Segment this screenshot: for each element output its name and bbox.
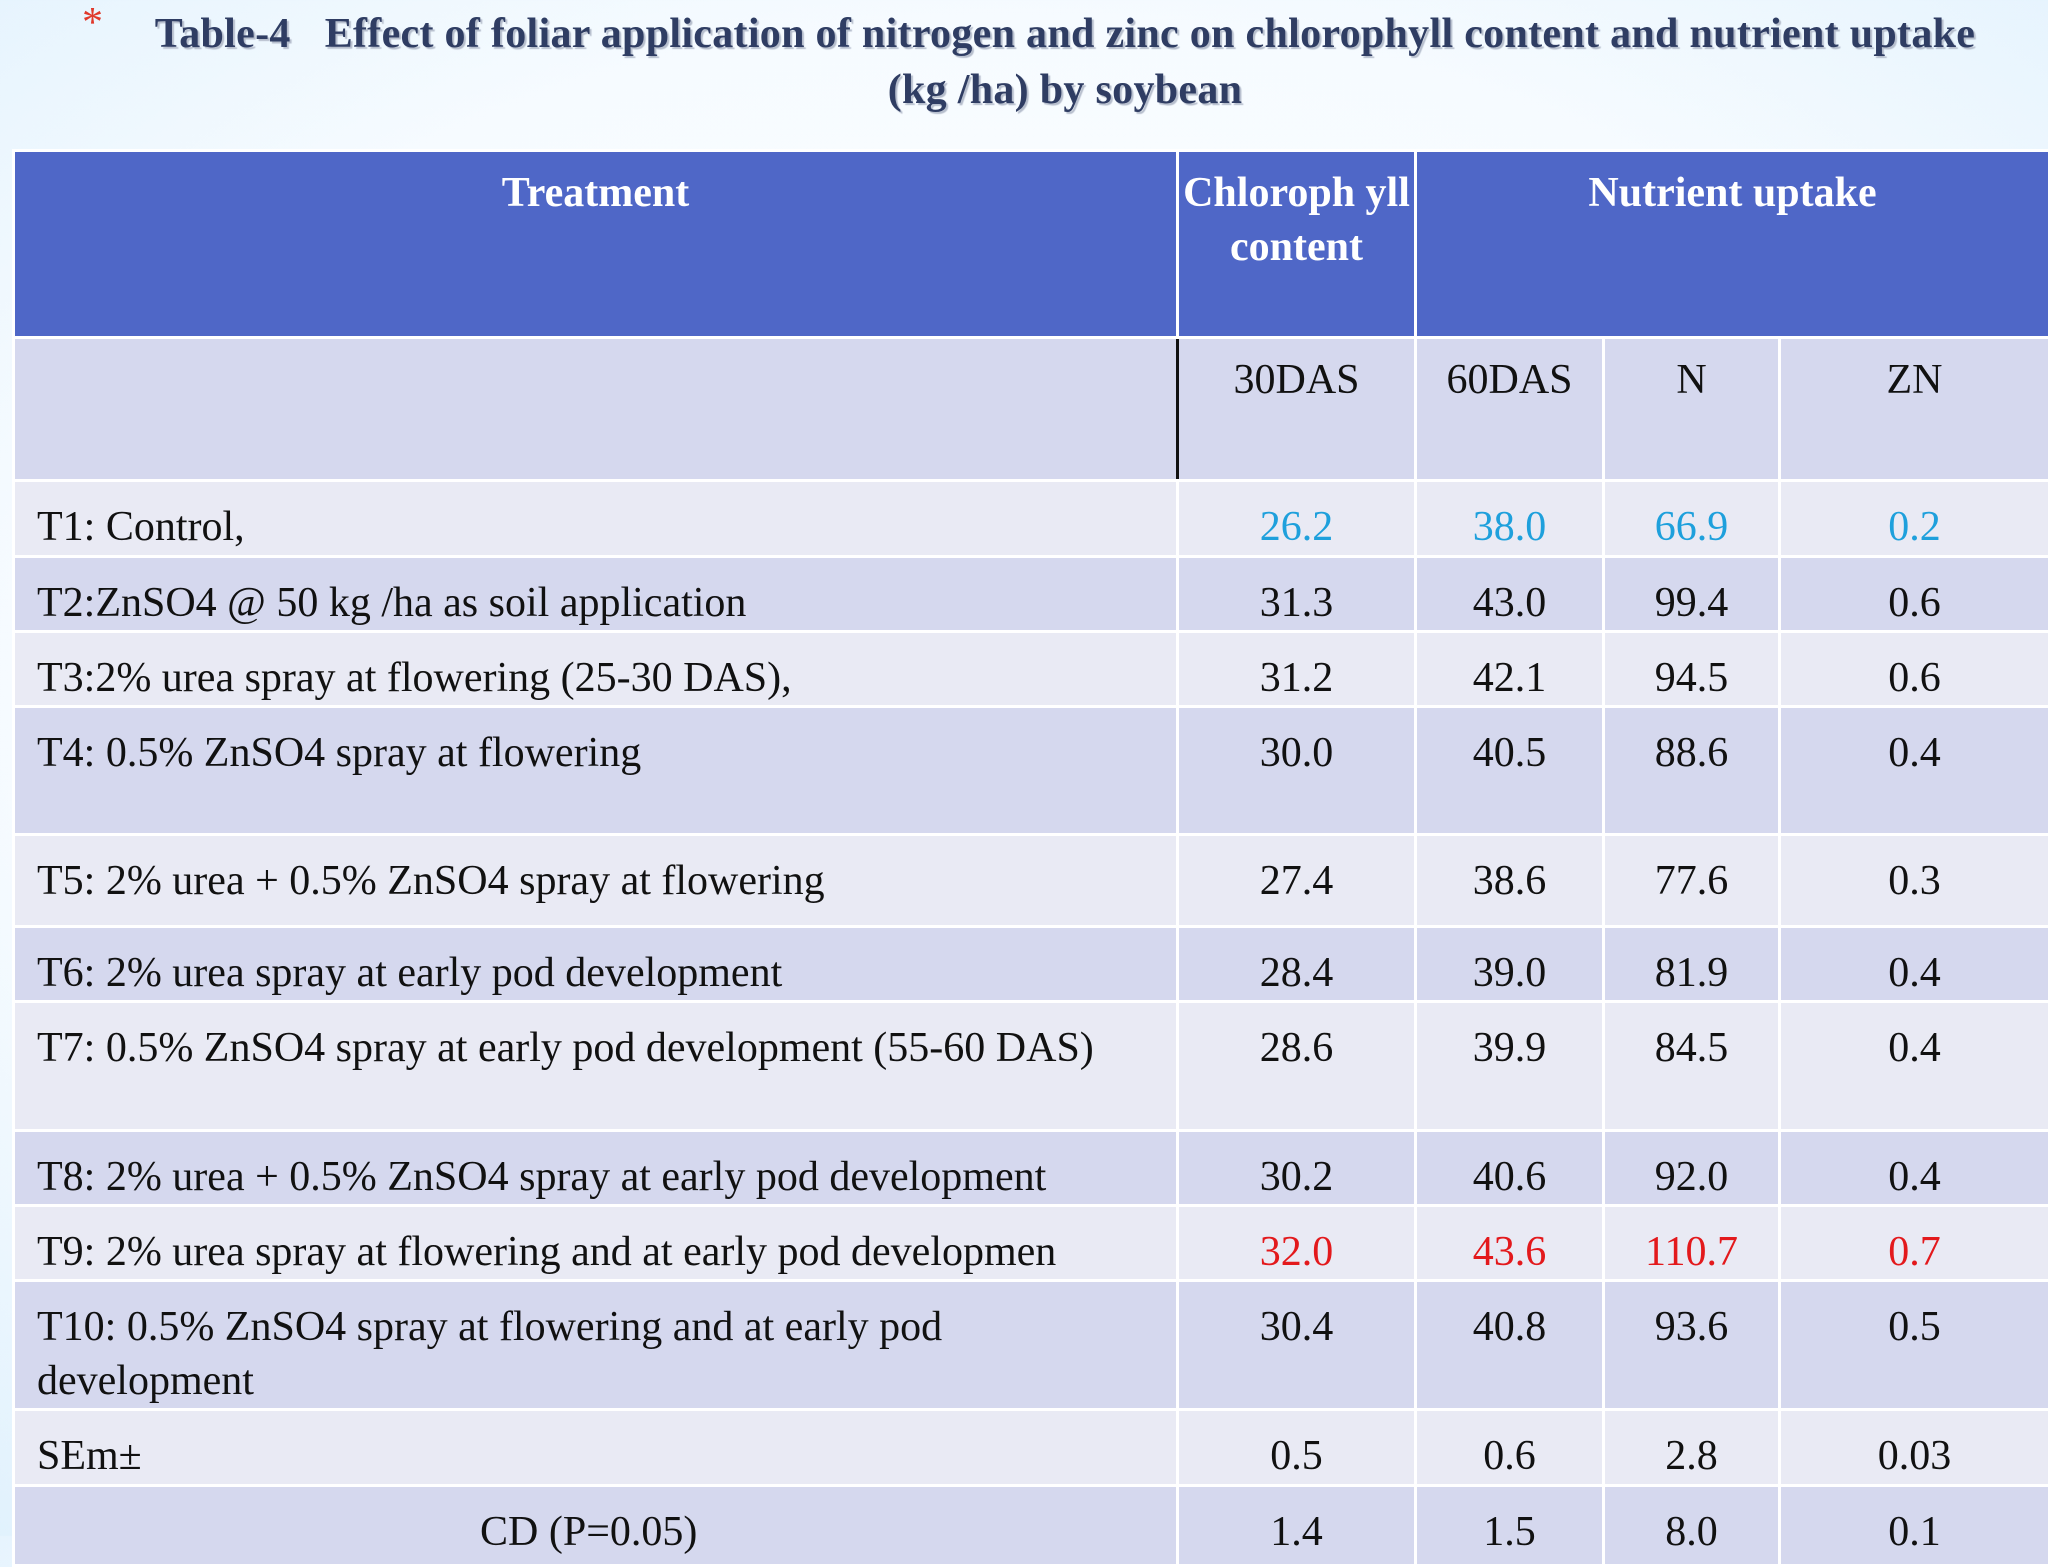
value-cell: 0.3 bbox=[1780, 835, 2048, 927]
value-cell: 38.0 bbox=[1416, 481, 1604, 557]
value-cell: 42.1 bbox=[1416, 632, 1604, 707]
subheader-30das: 30DAS bbox=[1178, 338, 1416, 481]
header-row: Treatment Chloroph yll content Nutrient … bbox=[14, 151, 2048, 338]
value-cell: 43.0 bbox=[1416, 557, 1604, 632]
value-cell: 92.0 bbox=[1604, 1131, 1780, 1206]
table-row: T3:2% urea spray at flowering (25-30 DAS… bbox=[14, 632, 2048, 707]
table-row: T1: Control, 26.2 38.0 66.9 0.2 bbox=[14, 481, 2048, 557]
value-cell: 0.03 bbox=[1780, 1410, 2048, 1486]
value-cell: 0.6 bbox=[1416, 1410, 1604, 1486]
subheader-blank-cell bbox=[14, 338, 1178, 481]
table-row: T5: 2% urea + 0.5% ZnSO4 spray at flower… bbox=[14, 835, 2048, 927]
treatment-cell: T4: 0.5% ZnSO4 spray at flowering bbox=[14, 707, 1178, 835]
table-row: T9: 2% urea spray at flowering and at ea… bbox=[14, 1206, 2048, 1281]
value-cell: 0.6 bbox=[1780, 557, 2048, 632]
title-bullet-asterisk: * bbox=[82, 2, 103, 44]
value-cell: 0.4 bbox=[1780, 1002, 2048, 1131]
value-cell: 27.4 bbox=[1178, 835, 1416, 927]
value-cell: 40.8 bbox=[1416, 1281, 1604, 1410]
value-cell: 99.4 bbox=[1604, 557, 1780, 632]
value-cell: 81.9 bbox=[1604, 927, 1780, 1002]
treatment-header: Treatment bbox=[14, 151, 1178, 338]
treatment-cell: T8: 2% urea + 0.5% ZnSO4 spray at early … bbox=[14, 1131, 1178, 1206]
value-cell: 0.4 bbox=[1780, 1131, 2048, 1206]
value-cell: 32.0 bbox=[1178, 1206, 1416, 1281]
treatment-cell: T10: 0.5% ZnSO4 spray at flowering and a… bbox=[14, 1281, 1178, 1410]
value-cell: 0.6 bbox=[1780, 632, 2048, 707]
value-cell: 28.6 bbox=[1178, 1002, 1416, 1131]
value-cell: 38.6 bbox=[1416, 835, 1604, 927]
table-row: T2:ZnSO4 @ 50 kg /ha as soil application… bbox=[14, 557, 2048, 632]
table-row: T7: 0.5% ZnSO4 spray at early pod develo… bbox=[14, 1002, 2048, 1131]
table-row: T10: 0.5% ZnSO4 spray at flowering and a… bbox=[14, 1281, 2048, 1410]
value-cell: 31.3 bbox=[1178, 557, 1416, 632]
value-cell: 40.5 bbox=[1416, 707, 1604, 835]
treatment-cell: T6: 2% urea spray at early pod developme… bbox=[14, 927, 1178, 1002]
chlorophyll-header: Chloroph yll content bbox=[1178, 151, 1416, 338]
table-title-text: Effect of foliar application of nitrogen… bbox=[325, 11, 1976, 113]
subheader-60das: 60DAS bbox=[1416, 338, 1604, 481]
value-cell: 30.4 bbox=[1178, 1281, 1416, 1410]
value-cell: 28.4 bbox=[1178, 927, 1416, 1002]
value-cell: 39.0 bbox=[1416, 927, 1604, 1002]
treatment-cell: T9: 2% urea spray at flowering and at ea… bbox=[14, 1206, 1178, 1281]
table-row: CD (P=0.05) 1.4 1.5 8.0 0.1 bbox=[14, 1486, 2048, 1566]
value-cell: 0.4 bbox=[1780, 927, 2048, 1002]
value-cell: 0.2 bbox=[1780, 481, 2048, 557]
value-cell: 0.7 bbox=[1780, 1206, 2048, 1281]
value-cell: 0.5 bbox=[1178, 1410, 1416, 1486]
treatment-cell: T1: Control, bbox=[14, 481, 1178, 557]
slide-title: Table-4 Effect of foliar application of n… bbox=[150, 6, 1980, 118]
treatment-cell: T7: 0.5% ZnSO4 spray at early pod develo… bbox=[14, 1002, 1178, 1131]
value-cell: 0.1 bbox=[1780, 1486, 2048, 1566]
value-cell: 77.6 bbox=[1604, 835, 1780, 927]
value-cell: 93.6 bbox=[1604, 1281, 1780, 1410]
value-cell: 0.5 bbox=[1780, 1281, 2048, 1410]
value-cell: 66.9 bbox=[1604, 481, 1780, 557]
value-cell: 31.2 bbox=[1178, 632, 1416, 707]
value-cell: 0.4 bbox=[1780, 707, 2048, 835]
treatment-cell: SEm± bbox=[14, 1410, 1178, 1486]
subheader-zn: ZN bbox=[1780, 338, 2048, 481]
value-cell: 94.5 bbox=[1604, 632, 1780, 707]
value-cell: 26.2 bbox=[1178, 481, 1416, 557]
value-cell: 39.9 bbox=[1416, 1002, 1604, 1131]
value-cell: 88.6 bbox=[1604, 707, 1780, 835]
value-cell: 40.6 bbox=[1416, 1131, 1604, 1206]
table-row: T8: 2% urea + 0.5% ZnSO4 spray at early … bbox=[14, 1131, 2048, 1206]
value-cell: 30.0 bbox=[1178, 707, 1416, 835]
value-cell: 8.0 bbox=[1604, 1486, 1780, 1566]
treatment-cell: T5: 2% urea + 0.5% ZnSO4 spray at flower… bbox=[14, 835, 1178, 927]
treatment-cell: CD (P=0.05) bbox=[14, 1486, 1178, 1566]
table-row: T6: 2% urea spray at early pod developme… bbox=[14, 927, 2048, 1002]
value-cell: 110.7 bbox=[1604, 1206, 1780, 1281]
subheader-row: 30DAS 60DAS N ZN bbox=[14, 338, 2048, 481]
treatment-cell: T3:2% urea spray at flowering (25-30 DAS… bbox=[14, 632, 1178, 707]
value-cell: 2.8 bbox=[1604, 1410, 1780, 1486]
value-cell: 1.5 bbox=[1416, 1486, 1604, 1566]
value-cell: 84.5 bbox=[1604, 1002, 1780, 1131]
table-number: Table-4 bbox=[155, 11, 291, 57]
value-cell: 1.4 bbox=[1178, 1486, 1416, 1566]
subheader-n: N bbox=[1604, 338, 1780, 481]
results-table: Treatment Chloroph yll content Nutrient … bbox=[12, 149, 2048, 1567]
treatment-cell: T2:ZnSO4 @ 50 kg /ha as soil application bbox=[14, 557, 1178, 632]
value-cell: 30.2 bbox=[1178, 1131, 1416, 1206]
value-cell: 43.6 bbox=[1416, 1206, 1604, 1281]
table-row: T4: 0.5% ZnSO4 spray at flowering 30.0 4… bbox=[14, 707, 2048, 835]
table-row: SEm± 0.5 0.6 2.8 0.03 bbox=[14, 1410, 2048, 1486]
nutrient-uptake-header: Nutrient uptake bbox=[1416, 151, 2048, 338]
